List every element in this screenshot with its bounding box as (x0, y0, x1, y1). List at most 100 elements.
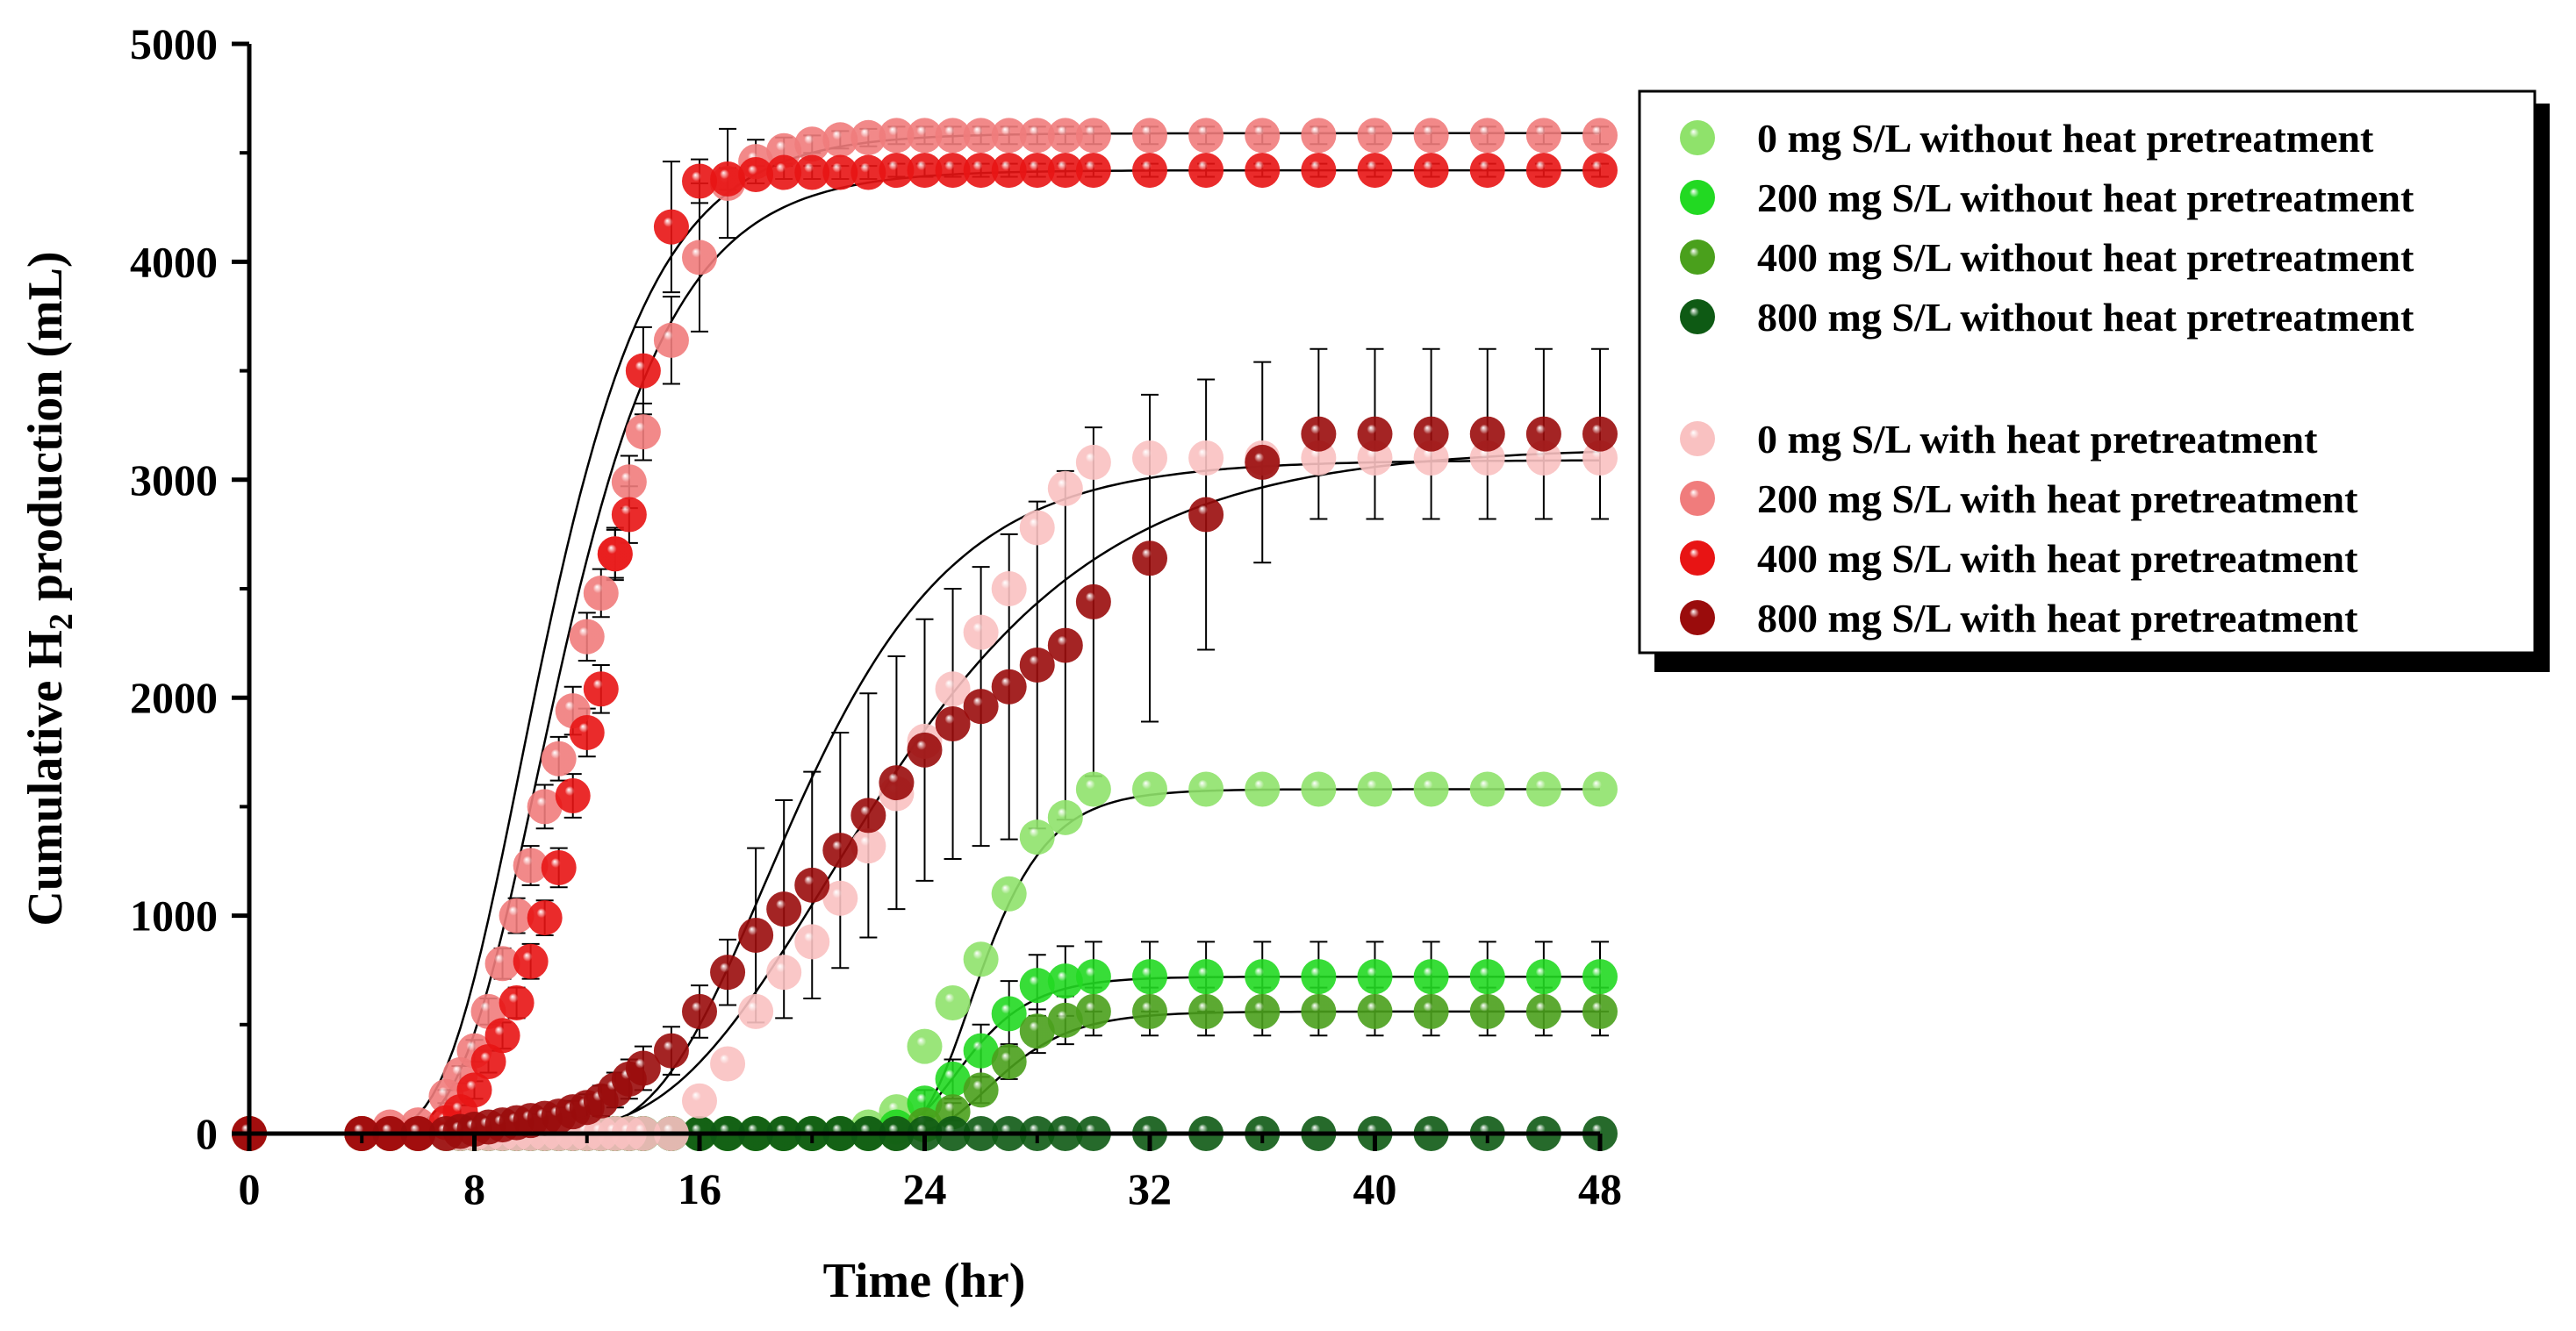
data-point (611, 464, 647, 500)
data-point (1357, 153, 1393, 189)
data-point (1188, 959, 1224, 995)
data-point (738, 917, 774, 953)
data-point (935, 671, 971, 707)
data-point (850, 119, 886, 155)
data-point (738, 157, 774, 193)
data-point (1019, 647, 1055, 683)
data-point (738, 993, 774, 1029)
data-point (1132, 118, 1167, 154)
data-point (625, 1050, 661, 1086)
data-point (1075, 583, 1111, 619)
data-point (907, 118, 943, 154)
y-tick-label: 2000 (130, 673, 218, 722)
data-point (1357, 771, 1393, 807)
data-point (1188, 153, 1224, 189)
x-ticks: 0 8 16 24 32 40 48 (239, 1134, 1622, 1213)
data-point (1413, 959, 1449, 995)
data-point (1132, 540, 1167, 576)
data-point (850, 154, 886, 190)
data-point (1469, 771, 1505, 807)
data-point (653, 322, 689, 358)
x-axis-label: Time (hr) (823, 1254, 1026, 1308)
x-tick-label: 48 (1578, 1164, 1622, 1213)
data-point (1301, 771, 1337, 807)
data-point (710, 955, 746, 991)
data-point (1357, 416, 1393, 452)
data-point (879, 153, 915, 189)
data-point (766, 154, 802, 190)
data-point (710, 161, 746, 197)
data-point (1582, 959, 1618, 995)
data-point (1301, 118, 1337, 154)
data-point (1525, 440, 1561, 476)
y-tick-label: 0 (196, 1109, 218, 1158)
x-tick-label: 16 (678, 1164, 721, 1213)
data-point (484, 946, 520, 982)
data-point (1075, 118, 1111, 154)
data-point (1357, 440, 1393, 476)
data-point (1245, 959, 1281, 995)
legend-label: 400 mg S/L without heat pretreatment (1757, 235, 2415, 280)
data-point (1413, 993, 1449, 1029)
data-point (850, 828, 886, 864)
axes (247, 44, 1600, 1136)
data-point (963, 153, 999, 189)
data-points (232, 118, 1618, 1151)
data-point (1469, 153, 1505, 189)
data-point (991, 669, 1027, 705)
x-tick-label: 24 (903, 1164, 947, 1213)
data-point (963, 941, 999, 977)
data-point (935, 706, 971, 742)
data-point (569, 714, 605, 750)
data-point (611, 497, 647, 533)
data-point (1188, 771, 1224, 807)
data-point (1019, 819, 1055, 855)
data-point (1582, 440, 1618, 476)
data-point (794, 154, 830, 190)
data-point (1301, 993, 1337, 1029)
data-point (1132, 440, 1167, 476)
legend-label: 0 mg S/L without heat pretreatment (1757, 116, 2374, 161)
data-point (794, 126, 830, 162)
data-point (513, 848, 549, 884)
legend-marker (1680, 540, 1715, 576)
data-point (1019, 510, 1055, 546)
data-point (470, 1044, 506, 1080)
data-point (1047, 470, 1083, 506)
data-point (907, 1028, 943, 1064)
x-tick-label: 0 (239, 1164, 261, 1213)
data-point (1413, 416, 1449, 452)
legend-marker (1680, 299, 1715, 334)
data-point (682, 993, 717, 1029)
data-point (1019, 1013, 1055, 1049)
data-point (1525, 959, 1561, 995)
data-point (1469, 959, 1505, 995)
data-point (1525, 118, 1561, 154)
data-point (1245, 771, 1281, 807)
data-point (935, 984, 971, 1020)
data-point (1413, 153, 1449, 189)
data-point (1075, 153, 1111, 189)
data-point (555, 777, 591, 813)
data-point (682, 163, 717, 199)
data-point (1357, 118, 1393, 154)
data-point (822, 154, 858, 190)
legend-marker (1680, 421, 1715, 456)
data-point (1075, 993, 1111, 1029)
data-point (794, 867, 830, 903)
data-point (1582, 118, 1618, 154)
data-point (1132, 993, 1167, 1029)
data-point (991, 876, 1027, 912)
data-point (935, 153, 971, 189)
data-point (850, 798, 886, 834)
legend-marker (1680, 481, 1715, 516)
data-point (1075, 959, 1111, 995)
legend: 0 mg S/L without heat pretreatment 200 mg… (1638, 89, 2550, 672)
data-point (1525, 993, 1561, 1029)
data-point (1525, 153, 1561, 189)
data-point (710, 1046, 746, 1082)
data-point (1525, 416, 1561, 452)
data-point (1188, 993, 1224, 1029)
data-point (653, 209, 689, 245)
